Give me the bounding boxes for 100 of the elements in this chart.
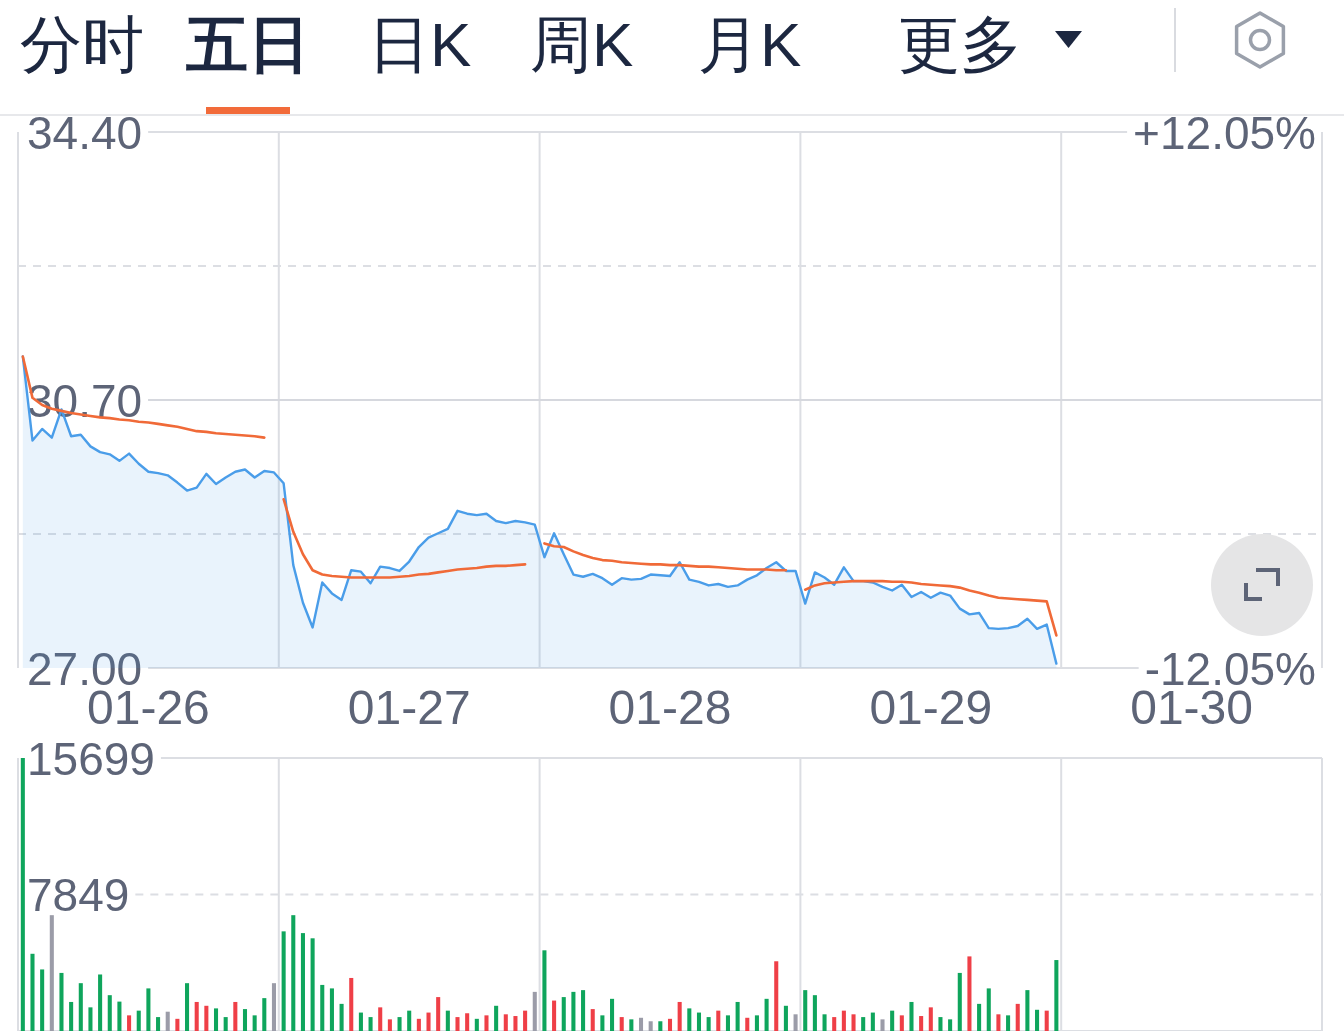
bar bbox=[977, 1003, 982, 1031]
bar bbox=[397, 1017, 402, 1031]
bar bbox=[986, 988, 991, 1031]
bar bbox=[899, 1015, 904, 1031]
bar bbox=[870, 1012, 875, 1031]
bar bbox=[252, 1015, 257, 1031]
bar bbox=[1006, 1015, 1011, 1031]
bar bbox=[88, 1007, 93, 1031]
bar bbox=[667, 1018, 673, 1031]
bar bbox=[803, 990, 808, 1031]
bar bbox=[1054, 960, 1059, 1031]
bar bbox=[938, 1017, 943, 1031]
bar bbox=[1044, 1010, 1049, 1031]
tab-label: 分时 bbox=[20, 10, 144, 79]
bar bbox=[523, 1010, 528, 1031]
bar bbox=[271, 983, 276, 1031]
bar bbox=[204, 1005, 209, 1031]
bar bbox=[484, 1015, 489, 1031]
bar bbox=[861, 1017, 866, 1031]
bar bbox=[117, 1001, 122, 1031]
bar bbox=[281, 931, 286, 1031]
bar bbox=[696, 1012, 702, 1031]
bar bbox=[590, 1009, 595, 1031]
bar bbox=[69, 1001, 74, 1031]
bar bbox=[329, 988, 334, 1031]
bar bbox=[725, 1015, 730, 1031]
y-tick-label: 34.40 bbox=[27, 106, 143, 159]
bar bbox=[542, 950, 547, 1031]
bar bbox=[416, 1018, 421, 1031]
bar bbox=[503, 1014, 508, 1031]
bar bbox=[175, 1018, 180, 1031]
bar bbox=[851, 1014, 856, 1031]
bar bbox=[194, 1001, 199, 1031]
bar bbox=[242, 1009, 248, 1031]
bar bbox=[822, 1014, 827, 1031]
bar bbox=[619, 1017, 624, 1031]
bar bbox=[1035, 1009, 1040, 1031]
bar bbox=[552, 1000, 557, 1031]
bar bbox=[890, 1010, 895, 1031]
bar bbox=[841, 1010, 846, 1031]
bar bbox=[78, 983, 83, 1031]
bar bbox=[213, 1008, 219, 1031]
bar bbox=[996, 1014, 1001, 1031]
bar bbox=[339, 1003, 344, 1031]
bar bbox=[532, 991, 537, 1031]
bar bbox=[146, 988, 151, 1031]
bar bbox=[571, 991, 576, 1031]
bar bbox=[300, 933, 305, 1031]
bar bbox=[223, 1017, 228, 1031]
bar bbox=[291, 915, 296, 1031]
bar bbox=[880, 1019, 885, 1031]
bar bbox=[967, 956, 972, 1031]
y2-tick-label: +12.05% bbox=[1133, 106, 1316, 159]
x-tick-label: 01-28 bbox=[608, 681, 732, 734]
bar bbox=[957, 972, 962, 1031]
bar bbox=[706, 1017, 711, 1031]
bar bbox=[98, 974, 103, 1031]
bar bbox=[561, 997, 566, 1031]
bar bbox=[948, 1019, 953, 1031]
bar bbox=[358, 1012, 363, 1031]
bar bbox=[687, 1008, 692, 1031]
bar bbox=[156, 1017, 161, 1031]
bar bbox=[436, 997, 441, 1031]
bar bbox=[783, 1005, 788, 1031]
bar bbox=[465, 1013, 470, 1031]
bar bbox=[909, 1001, 914, 1031]
y-tick-label: 15699 bbox=[27, 732, 155, 785]
bar bbox=[455, 1017, 460, 1031]
bar bbox=[426, 1012, 431, 1031]
bar bbox=[127, 1015, 132, 1031]
bar bbox=[407, 1010, 412, 1031]
bar bbox=[716, 1010, 721, 1031]
bar bbox=[59, 972, 64, 1031]
bar bbox=[513, 1016, 518, 1031]
bar bbox=[233, 1001, 238, 1031]
bar bbox=[928, 1007, 933, 1031]
bar bbox=[754, 1015, 759, 1031]
bar bbox=[49, 915, 54, 1031]
bar bbox=[378, 1007, 383, 1031]
bar bbox=[812, 995, 817, 1031]
bar bbox=[648, 1021, 653, 1031]
bar bbox=[832, 1017, 837, 1031]
bar bbox=[387, 1019, 392, 1031]
bar bbox=[638, 1017, 644, 1031]
bar bbox=[774, 961, 779, 1031]
bar bbox=[320, 984, 325, 1031]
bar bbox=[494, 1005, 499, 1031]
bar bbox=[610, 998, 615, 1031]
bar bbox=[1015, 1003, 1020, 1031]
tab-label: 月K bbox=[698, 10, 802, 79]
bar bbox=[349, 977, 354, 1031]
bar bbox=[40, 969, 45, 1031]
title: 五日 bbox=[186, 10, 310, 79]
bar bbox=[445, 1010, 450, 1031]
bar bbox=[581, 990, 586, 1031]
y-tick-label: 7849 bbox=[27, 869, 130, 922]
bar bbox=[107, 995, 112, 1031]
bar bbox=[1025, 990, 1030, 1031]
x-tick-label: 01-29 bbox=[869, 681, 993, 734]
tab-label: 日K bbox=[368, 10, 472, 79]
